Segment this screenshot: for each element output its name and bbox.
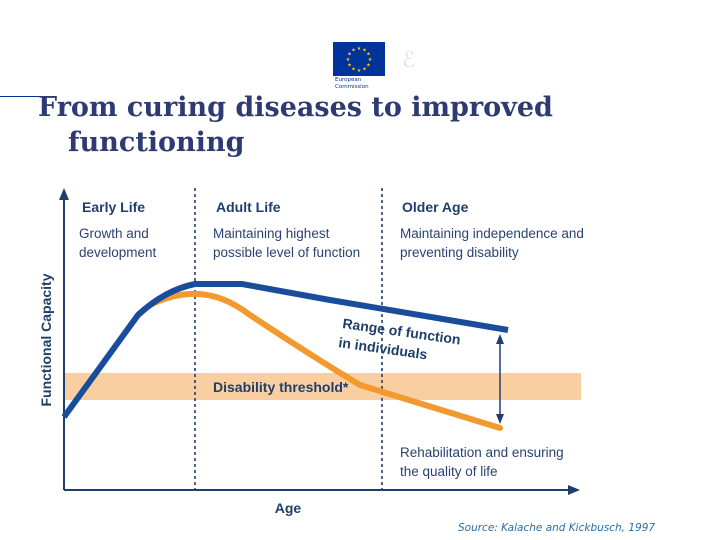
- eu-star-icon: ★: [362, 67, 367, 73]
- stage-heading: Early Life: [82, 199, 145, 215]
- logo-underline: [0, 96, 52, 97]
- stage-desc-line2: preventing disability: [400, 245, 519, 260]
- stage-heading: Older Age: [402, 199, 469, 215]
- y-axis-label: Functional Capacity: [38, 273, 54, 406]
- eu-star-icon: ★: [347, 52, 352, 58]
- blue-capacity-curve: [61, 281, 509, 419]
- eu-star-icon: ★: [357, 46, 362, 52]
- stage-desc-line1: Maintaining independence and: [400, 226, 584, 241]
- eu-stars-icon: ★ ★★★★★★★★★★★: [346, 46, 373, 74]
- disability-threshold-label: Disability threshold*: [213, 379, 349, 395]
- y-axis-arrow-icon: [59, 188, 69, 200]
- logo-ghost-icon: ℰ: [402, 48, 416, 73]
- logo-text: European Commission: [335, 77, 385, 91]
- eu-star-icon: ★: [351, 67, 356, 73]
- eu-star-icon: ★: [351, 48, 356, 54]
- stage-desc-line2: possible level of function: [213, 245, 360, 260]
- stage-heading: Adult Life: [216, 199, 281, 215]
- eu-commission-logo: ★ ★ ★ ★ ★ ★ ★ ★ ★ ★ ★ ★ European Commission: [333, 42, 385, 94]
- title-line1: From curing diseases to improved: [38, 92, 553, 123]
- logo-text-line1: European: [335, 77, 362, 83]
- eu-star-icon: ★: [368, 57, 373, 63]
- source-citation: Source: Kalache and Kickbusch, 1997: [458, 522, 656, 534]
- range-arrow-up-icon: [496, 334, 504, 344]
- stage-desc-line1: Maintaining highest: [213, 226, 330, 241]
- stage-desc-line1: Growth and: [79, 226, 149, 241]
- logo-text-line2: Commission: [335, 84, 369, 90]
- eu-flag-icon: ★ ★ ★ ★ ★ ★ ★ ★ ★ ★ ★ ★: [333, 42, 385, 76]
- x-axis-label: Age: [275, 500, 302, 516]
- range-arrow-down-icon: [496, 414, 504, 424]
- orange-decline-curve: [135, 290, 503, 431]
- rehab-line1: Rehabilitation and ensuring: [400, 445, 564, 460]
- rehab-line2: the quality of life: [400, 464, 498, 479]
- eu-star-icon: ★: [362, 48, 367, 54]
- eu-star-icon: ★: [357, 68, 362, 74]
- eu-star-icon: ★: [366, 52, 371, 58]
- eu-star-icon: ★: [346, 57, 351, 63]
- eu-star-icon: ★: [366, 63, 371, 69]
- disability-threshold-band: [64, 373, 581, 400]
- x-axis-arrow-icon: [568, 485, 580, 495]
- title-line2: functioning: [68, 127, 245, 158]
- slide-title: From curing diseases to improved functio…: [38, 90, 678, 160]
- eu-star-icon: ★: [347, 63, 352, 69]
- stage-desc-line2: development: [79, 245, 157, 260]
- life-course-diagram: Early Life Growth and development Adult …: [38, 188, 584, 516]
